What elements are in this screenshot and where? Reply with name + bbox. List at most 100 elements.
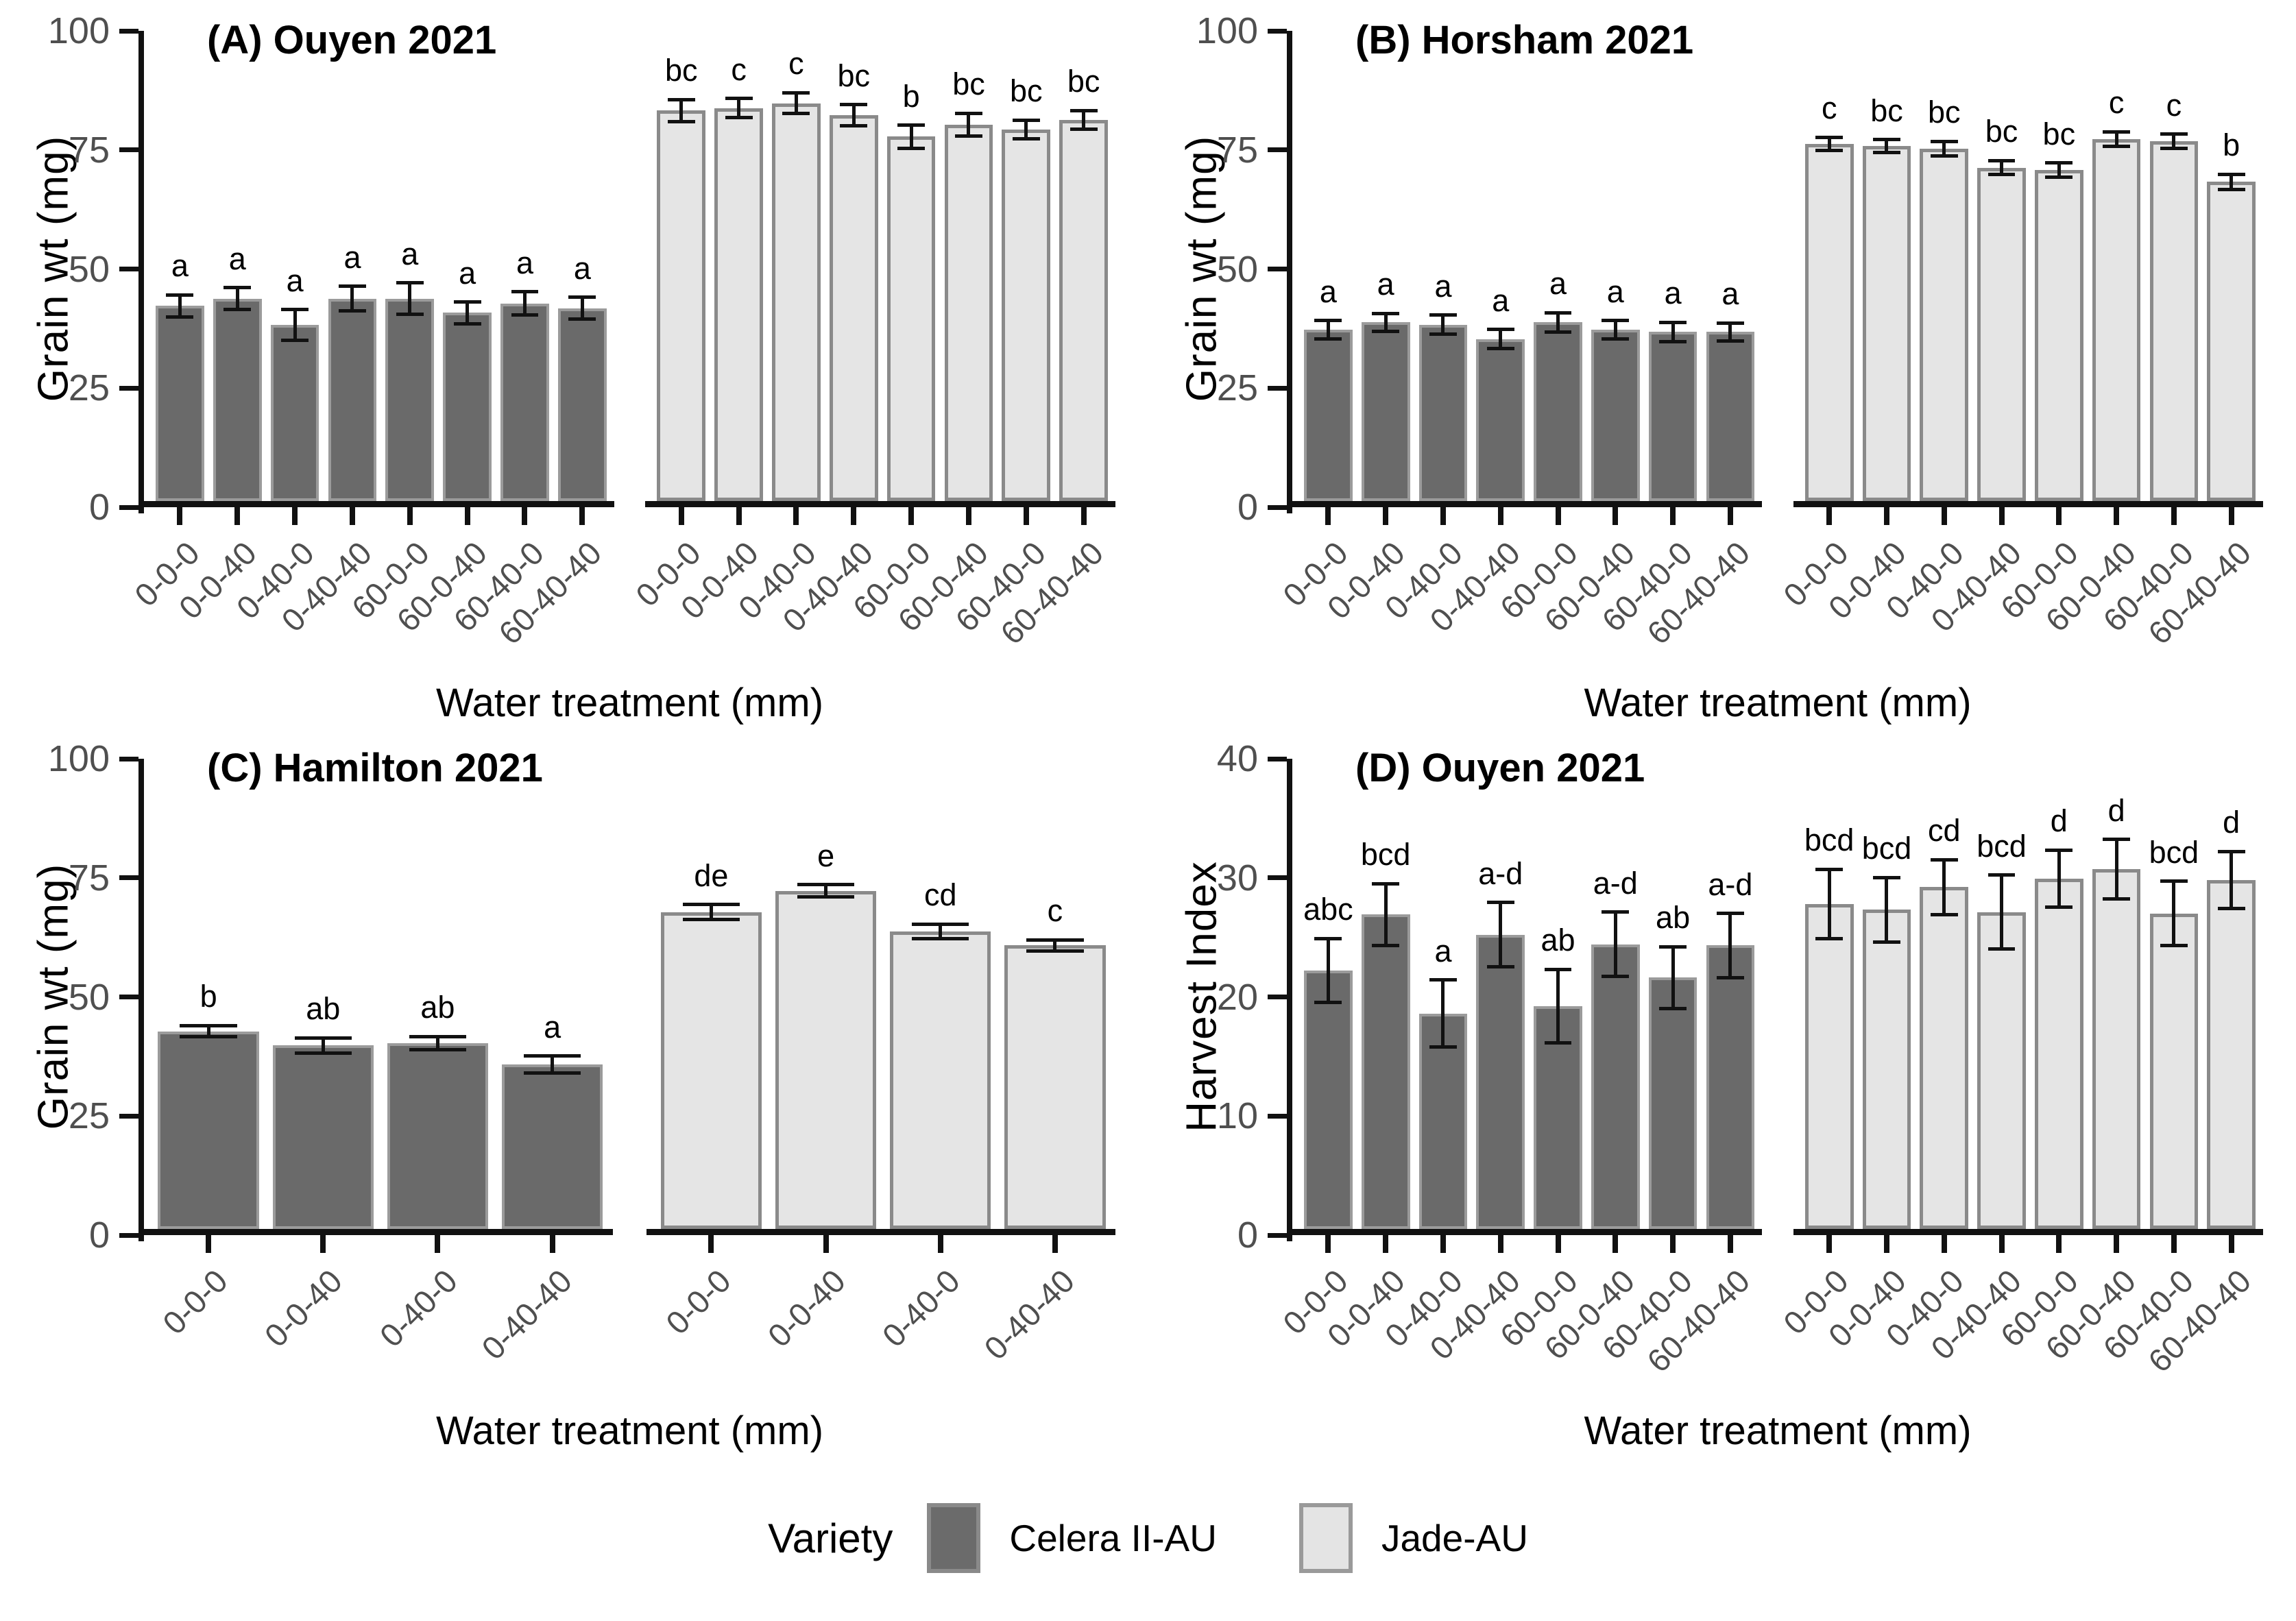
error-bar-cap-top — [1486, 328, 1514, 332]
error-bar — [1499, 902, 1503, 967]
bar-slot: a 0-40-0 — [1378, 25, 1470, 626]
y-tick-label: 0 — [1237, 1215, 1258, 1256]
error-bar-cap-top — [511, 290, 539, 294]
bar — [2092, 869, 2141, 1229]
bar — [1706, 945, 1755, 1229]
sig-letter: bcd — [1804, 822, 1854, 858]
sig-letter: a — [1606, 273, 1624, 309]
error-bar — [851, 104, 856, 126]
y-tick-mark — [1268, 28, 1287, 34]
series-group-jade: c 0-0-0 bc 0-0-40 bc 0-40-0 bc 0-40-40 bc 60-0-0 c… — [1776, 25, 2263, 651]
error-bar — [1326, 320, 1330, 339]
bar-slot: a 60-0-40 — [1537, 25, 1642, 639]
x-tick-label: 0-0-0 — [156, 1262, 235, 1341]
x-tick-mark — [464, 507, 470, 525]
sig-letter: ab — [1540, 923, 1575, 958]
x-tick-mark — [177, 507, 183, 525]
error-bar-cap-bottom — [166, 315, 194, 319]
error-bar-cap-bottom — [1314, 1001, 1342, 1005]
panel-grid: Grain wt (mg) (A) Ouyen 2021 a 0-0-0 a 0-0-… — [30, 0, 2263, 1456]
bar — [1002, 129, 1051, 501]
sig-letter: a — [1549, 266, 1567, 302]
sig-letter: bc — [2042, 116, 2076, 151]
plot-column: (B) Horsham 2021 a 0-0-0 a 0-0-40 a 0-40-0 a 0-… — [1196, 0, 2263, 728]
sig-letter: a — [1319, 273, 1337, 309]
sig-letter: a — [516, 245, 533, 280]
sig-letter: cd — [1927, 813, 1961, 849]
bar-slot: a 0-40-40 — [1423, 25, 1527, 639]
error-bar — [1728, 913, 1732, 978]
error-bar-cap-top — [281, 308, 309, 312]
error-bar — [2229, 174, 2234, 190]
error-bar — [1942, 860, 1946, 915]
error-bar-cap-top — [1429, 978, 1457, 982]
bar — [1920, 148, 1969, 501]
plot-column: (D) Ouyen 2021 abc 0-0-0 bcd 0-0-40 a 0-40-0 a… — [1217, 728, 2263, 1456]
x-tick-mark — [1052, 1235, 1058, 1253]
error-bar-cap-top — [1602, 910, 1630, 914]
error-bar-cap-bottom — [897, 146, 926, 150]
bar — [387, 1043, 489, 1229]
error-bar-cap-bottom — [1873, 151, 1900, 155]
x-tick-mark — [1612, 1235, 1619, 1253]
y-tick-label: 50 — [1216, 248, 1258, 290]
error-bar-cap-bottom — [1372, 943, 1400, 947]
x-axis-title: Water treatment (mm) — [1584, 681, 1972, 725]
error-bar — [2172, 881, 2176, 946]
y-tick-label: 0 — [88, 1215, 110, 1256]
error-bar-cap-top — [2103, 130, 2131, 134]
error-bar-cap-top — [166, 293, 194, 297]
error-bar — [2057, 162, 2061, 178]
error-bar — [178, 295, 182, 317]
bar-slot: c 0-0-0 — [1776, 25, 1856, 613]
error-bar — [1671, 322, 1675, 342]
x-tick-mark — [708, 1235, 714, 1253]
error-bar-cap-bottom — [1987, 947, 2016, 951]
error-bar — [2229, 851, 2234, 909]
bar — [270, 324, 319, 501]
error-bar-cap-bottom — [409, 1048, 467, 1052]
x-tick-mark — [549, 1235, 555, 1253]
bar — [1706, 332, 1755, 501]
x-tick-label: 0-40-40 — [474, 1262, 579, 1367]
sig-letter: e — [817, 838, 835, 873]
bar-slot: a-d 0-40-40 — [1423, 753, 1527, 1367]
sig-letter: d — [2107, 792, 2125, 828]
error-bar — [1613, 320, 1617, 339]
error-bar — [967, 113, 971, 136]
sig-letter: bc — [1010, 73, 1043, 108]
error-bar-cap-bottom — [2045, 175, 2073, 179]
error-bar — [737, 98, 741, 118]
y-axis-line — [1287, 759, 1292, 1241]
error-bar-cap-bottom — [453, 321, 481, 326]
error-bar-cap-top — [1716, 321, 1744, 325]
error-bar-cap-bottom — [1602, 975, 1630, 979]
x-tick-mark — [349, 507, 355, 525]
y-tick-label: 75 — [68, 129, 110, 171]
bar-slot: bcd 0-0-0 — [1776, 753, 1856, 1341]
error-bar — [408, 282, 412, 315]
y-tick-mark — [1268, 1232, 1287, 1238]
y-tick-label: 75 — [1216, 129, 1258, 171]
bar-slot: bc 0-0-0 — [629, 25, 708, 613]
x-tick-mark — [1883, 507, 1889, 525]
bar-slot: bc 60-0-40 — [891, 25, 995, 638]
sig-letter: c — [2166, 87, 2182, 123]
bar — [1476, 934, 1525, 1229]
error-bar-cap-top — [1873, 875, 1900, 879]
bar — [1361, 322, 1410, 501]
x-tick-mark — [1670, 1235, 1676, 1253]
y-tick-label: 20 — [1216, 976, 1258, 1018]
bar — [1304, 970, 1353, 1229]
plot-column: (C) Hamilton 2021 b 0-0-0 ab 0-0-40 ab 0-40-0… — [48, 728, 1115, 1456]
bars-container: b 0-0-0 ab 0-0-40 ab 0-40-0 a 0-40-40 de 0-0-0 e 0-… — [144, 759, 1115, 1367]
x-tick-mark — [206, 1235, 212, 1253]
error-bar — [2000, 160, 2004, 175]
error-bar-cap-top — [2160, 879, 2188, 883]
bar-slot: bc 0-40-0 — [1878, 25, 1970, 626]
bar — [385, 298, 435, 501]
x-tick-mark — [1080, 507, 1087, 525]
error-bar — [1827, 869, 1831, 939]
bar — [2092, 138, 2141, 501]
